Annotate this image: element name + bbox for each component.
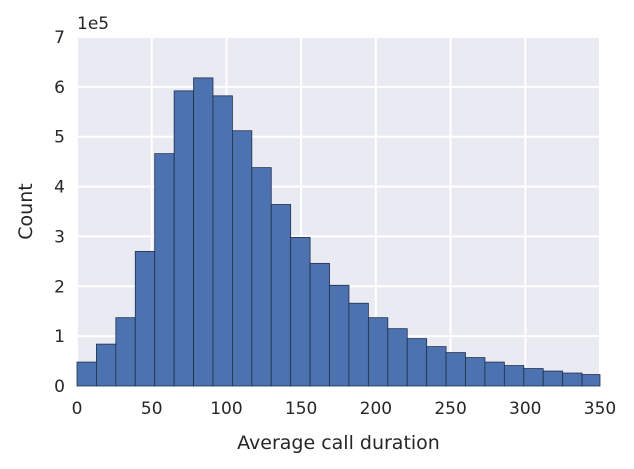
histogram-bar-9 — [252, 168, 271, 386]
histogram-bar-5 — [174, 91, 193, 386]
histogram-bar-10 — [271, 205, 290, 386]
histogram-bar-20 — [466, 358, 485, 386]
histogram-bar-18 — [427, 347, 446, 386]
histogram-bar-13 — [330, 285, 349, 386]
x-tick-label-3: 150 — [285, 399, 317, 419]
x-tick-label-5: 250 — [434, 399, 466, 419]
histogram-bar-16 — [388, 329, 407, 386]
x-tick-label-4: 200 — [360, 399, 392, 419]
y-tick-label-1: 1 — [54, 327, 65, 347]
x-tick-label-2: 100 — [210, 399, 242, 419]
histogram-bar-0 — [77, 362, 96, 386]
y-tick-label-2: 2 — [54, 277, 65, 297]
histogram-bar-8 — [232, 131, 251, 386]
x-tick-label-6: 300 — [509, 399, 541, 419]
x-tick-label-1: 50 — [141, 399, 163, 419]
y-tick-label-4: 4 — [54, 178, 65, 198]
histogram-bar-4 — [155, 154, 174, 386]
y-tick-label-0: 0 — [54, 377, 65, 397]
y-tick-label-3: 3 — [54, 227, 65, 247]
histogram-bar-1 — [96, 344, 115, 386]
histogram-bar-11 — [291, 237, 310, 386]
histogram-bar-7 — [213, 96, 232, 386]
histogram-bar-23 — [524, 369, 543, 386]
x-tick-label-7: 350 — [584, 399, 616, 419]
y-axis-label: Count — [15, 183, 37, 239]
y-tick-label-7: 7 — [54, 28, 65, 48]
x-tick-label-0: 0 — [72, 399, 83, 419]
y-tick-label-6: 6 — [54, 78, 65, 98]
y-tick-label-5: 5 — [54, 128, 65, 148]
y-axis-offset-label: 1e5 — [77, 14, 109, 34]
x-axis-ticks: 0 50 100 150 200 250 300 350 — [72, 399, 617, 419]
histogram-bar-15 — [368, 318, 387, 386]
histogram-bar-24 — [543, 371, 562, 386]
histogram-bar-6 — [194, 78, 213, 386]
histogram-bar-26 — [582, 375, 600, 386]
histogram-bar-21 — [485, 362, 504, 386]
histogram-bar-17 — [407, 339, 426, 386]
y-axis-ticks: 0 1 2 3 4 5 6 7 — [54, 28, 65, 397]
histogram-bar-14 — [349, 303, 368, 386]
histogram-bar-19 — [446, 353, 465, 386]
x-axis-label: Average call duration — [237, 432, 440, 454]
histogram-bar-25 — [563, 373, 582, 386]
histogram-bar-12 — [310, 263, 329, 386]
histogram-bar-2 — [116, 318, 135, 386]
histogram-bar-3 — [135, 251, 154, 386]
histogram-bar-22 — [504, 366, 523, 386]
